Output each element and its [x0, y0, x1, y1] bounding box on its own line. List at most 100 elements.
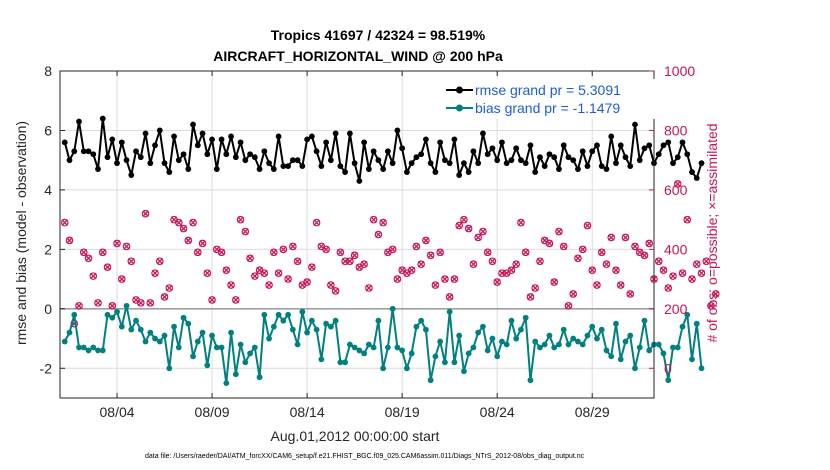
rmse-point — [665, 139, 672, 146]
obs-possible-marker — [493, 278, 501, 286]
obs-assimilated-marker — [175, 219, 183, 226]
rmse-point — [156, 127, 163, 134]
bias-point — [503, 341, 510, 348]
obs-assimilated-marker — [137, 299, 145, 307]
obs-possible-marker — [203, 269, 212, 277]
rmse-point — [451, 136, 458, 143]
obs-assimilated-marker — [142, 210, 149, 217]
obs-possible-marker — [593, 281, 601, 289]
obs-assimilated-marker — [664, 284, 672, 292]
bias-point — [166, 365, 173, 372]
rmse-point — [323, 139, 330, 146]
bias-point — [180, 314, 187, 321]
rmse-point — [171, 133, 177, 140]
x-tick-label: 08/14 — [290, 404, 325, 420]
obs-possible-marker — [108, 302, 117, 310]
obs-assimilated-marker — [441, 275, 449, 283]
obs-assimilated-marker — [536, 257, 544, 265]
obs-possible-marker — [436, 248, 444, 257]
y2-ticks: 0 200 400 600 800 1000 — [649, 63, 695, 376]
obs-possible-marker — [545, 239, 554, 248]
rmse-point — [570, 157, 577, 164]
obs-assimilated-marker — [660, 266, 667, 274]
obs-assimilated-marker — [75, 302, 83, 310]
bias-point — [394, 344, 401, 351]
obs-possible-marker — [450, 275, 459, 283]
rmse-point — [608, 133, 615, 140]
obs-possible-marker — [517, 218, 525, 227]
rmse-point — [403, 169, 410, 175]
rmse-point — [190, 121, 196, 128]
bias-point — [199, 329, 206, 336]
rmse-point — [76, 118, 82, 125]
rmse-point — [627, 163, 634, 170]
rmse-point — [541, 163, 548, 170]
rmse-point — [66, 157, 73, 164]
rmse-point — [199, 130, 206, 137]
rmse-point — [118, 139, 125, 146]
bias-point — [551, 344, 558, 351]
obs-possible-marker — [75, 302, 83, 310]
obs-assimilated-marker — [223, 266, 230, 274]
bias-point — [289, 326, 296, 333]
obs-assimilated-marker — [94, 299, 102, 307]
rmse-point — [537, 154, 543, 161]
rmse-point — [175, 157, 182, 164]
rmse-point — [85, 148, 92, 155]
bias-point — [456, 332, 463, 339]
bias-point — [689, 356, 695, 363]
obs-assimilated-marker — [294, 257, 301, 265]
obs-possible-marker — [151, 269, 159, 277]
chart-title: Tropics 41697 / 42324 = 98.519% — [271, 27, 486, 43]
bias-point — [594, 335, 600, 342]
bias-point — [156, 338, 163, 345]
obs-assimilated-marker — [631, 243, 639, 250]
rmse-point — [399, 145, 406, 152]
obs-possible-marker — [645, 239, 654, 248]
rmse-point — [442, 157, 448, 164]
obs-possible-marker — [407, 266, 416, 274]
obs-assimilated-marker — [113, 240, 121, 247]
obs-assimilated-marker — [493, 278, 501, 286]
bias-point — [251, 344, 258, 351]
obs-possible-marker — [122, 242, 131, 251]
obs-possible-marker — [284, 275, 292, 283]
rmse-point — [427, 160, 434, 167]
obs-assimilated-marker — [365, 284, 373, 292]
obs-possible-marker — [569, 290, 578, 298]
bias-point — [589, 323, 596, 330]
obs-possible-marker — [431, 281, 440, 289]
obs-assimilated-marker — [194, 249, 202, 256]
obs-assimilated-marker — [327, 281, 335, 289]
obs-assimilated-marker — [484, 249, 491, 256]
obs-possible-marker — [426, 251, 435, 260]
rmse-point — [318, 163, 325, 170]
chart-subtitle: AIRCRAFT_HORIZONTAL_WIND @ 200 hPa — [213, 48, 503, 64]
obs-possible-marker — [217, 248, 226, 257]
bias-point — [133, 317, 139, 324]
obs-assimilated-marker — [351, 252, 358, 259]
y2-tick-label: 1000 — [664, 63, 695, 79]
bias-point — [418, 317, 425, 324]
obs-possible-marker — [346, 257, 354, 266]
obs-possible-marker — [293, 257, 302, 266]
obs-assimilated-marker — [474, 234, 482, 241]
obs-assimilated-marker — [109, 302, 116, 310]
obs-assimilated-marker — [622, 234, 629, 241]
obs-assimilated-marker — [579, 246, 586, 253]
obs-possible-marker — [702, 257, 711, 266]
rmse-point — [361, 139, 368, 146]
obs-assimilated-marker — [555, 228, 563, 235]
obs-possible-marker — [141, 209, 150, 218]
obs-assimilated-marker — [655, 257, 663, 265]
rmse-point — [95, 166, 101, 173]
rmse-point — [180, 151, 187, 158]
obs-possible-marker — [312, 218, 321, 227]
bias-point — [327, 323, 334, 330]
obs-possible-marker — [422, 236, 430, 245]
rmse-point — [152, 142, 158, 149]
obs-assimilated-marker — [118, 275, 126, 283]
obs-possible-marker — [498, 269, 506, 277]
rmse-point — [218, 136, 225, 143]
obs-assimilated-marker — [645, 240, 653, 247]
